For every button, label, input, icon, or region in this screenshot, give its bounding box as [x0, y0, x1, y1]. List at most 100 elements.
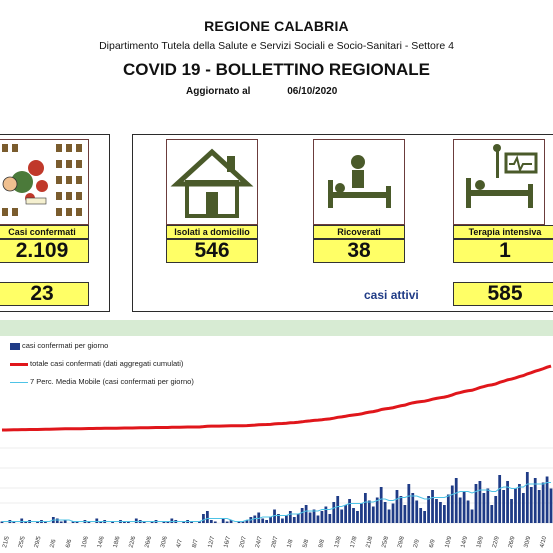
daily-cases-bar — [59, 521, 63, 523]
icu-value: 1 — [453, 239, 553, 263]
daily-cases-bar — [510, 499, 513, 523]
daily-cases-bar — [36, 521, 39, 523]
x-tick-label: 25/5 — [18, 535, 27, 548]
daily-cases-bar — [411, 493, 415, 523]
x-tick-label: 20/7 — [239, 535, 248, 548]
confirmed-icon-box — [0, 139, 89, 225]
daily-cases-bar — [284, 515, 288, 523]
daily-cases-bar — [0, 521, 4, 523]
daily-cases-bar — [75, 521, 79, 523]
daily-cases-bar — [506, 481, 509, 523]
x-tick-label: 26/9 — [508, 535, 517, 548]
daily-cases-bar — [415, 500, 419, 523]
house-icon — [170, 148, 254, 218]
daily-cases-bar — [431, 490, 434, 523]
daily-cases-bar — [439, 502, 442, 523]
status-panel: Isolati a domicilio 546 Ricoverati 38 Te… — [132, 134, 553, 312]
confirmed-value: 2.109 — [0, 239, 89, 263]
updated-label: Aggiornato al — [186, 86, 251, 97]
x-tick-label: 18/6 — [113, 535, 122, 548]
daily-cases-bar — [470, 509, 474, 523]
daily-cases-bar — [190, 521, 193, 523]
daily-cases-bar — [20, 518, 24, 523]
daily-cases-bar — [336, 496, 340, 523]
x-tick-label: 12/7 — [208, 535, 217, 548]
daily-cases-bar — [111, 521, 114, 523]
x-tick-label: 14/6 — [97, 535, 106, 548]
daily-cases-bar — [12, 521, 16, 523]
daily-cases-bar — [123, 521, 126, 523]
x-tick-label: 13/8 — [334, 535, 343, 548]
bulletin-header: REGIONE CALABRIA Dipartimento Tutela del… — [0, 0, 553, 106]
daily-cases-bar — [324, 506, 328, 523]
daily-cases-bar — [205, 511, 209, 523]
daily-cases-bar — [308, 512, 312, 523]
updated-date: 06/10/2020 — [287, 86, 338, 97]
daily-cases-bar — [166, 521, 170, 523]
daily-cases-bar — [292, 517, 296, 523]
separator-band — [0, 320, 553, 336]
daily-cases-bar — [134, 518, 138, 523]
daily-cases-bar — [375, 497, 379, 523]
daily-cases-bar — [537, 490, 541, 523]
home-icon-box — [166, 139, 258, 225]
daily-cases-bar — [261, 518, 265, 523]
x-tick-label: 10/6 — [81, 535, 90, 548]
daily-cases-bar — [399, 496, 403, 523]
x-tick-label: 17/8 — [350, 535, 359, 548]
bulletin-title: COVID 19 - BOLLETTINO REGIONALE — [123, 60, 430, 79]
daily-cases-bar — [95, 518, 99, 523]
x-tick-label: 4/10 — [539, 535, 548, 548]
daily-cases-bar — [296, 514, 300, 523]
x-tick-label: 26/6 — [144, 535, 153, 548]
daily-cases-bar — [265, 520, 269, 523]
daily-cases-bar — [225, 521, 229, 523]
confirmed-new-value: 23 — [0, 282, 89, 306]
legend-swatch-moving-average — [10, 381, 28, 383]
x-tick-label: 6/9 — [429, 538, 437, 548]
daily-cases-bar — [162, 521, 166, 523]
daily-cases-bar — [521, 493, 525, 523]
daily-cases-bar — [44, 521, 47, 523]
daily-cases-bar — [442, 505, 446, 523]
legend-label-cumulative: totale casi confermati (dati aggregati c… — [30, 359, 184, 368]
daily-cases-bar — [241, 521, 245, 523]
daily-cases-bar — [466, 500, 470, 523]
icu-label: Terapia intensiva — [453, 225, 553, 239]
icu-bed-icon — [466, 144, 538, 208]
cumulative-line — [1, 364, 552, 432]
hospital-icon-box — [313, 139, 405, 225]
legend-item-cumulative: totale casi confermati (dati aggregati c… — [10, 358, 183, 370]
daily-cases-bars — [0, 472, 553, 523]
x-tick-label: 22/6 — [129, 535, 138, 548]
daily-cases-bar — [63, 520, 67, 523]
x-tick-label: 16/7 — [223, 535, 232, 548]
department-name: Dipartimento Tutela della Salute e Servi… — [99, 40, 454, 52]
daily-cases-bar — [371, 506, 375, 523]
daily-cases-bar — [352, 508, 355, 523]
home-label: Isolati a domicilio — [166, 225, 258, 239]
x-tick-label: 30/6 — [160, 535, 169, 548]
daily-cases-bar — [360, 503, 363, 523]
daily-cases-bar — [529, 487, 533, 523]
daily-cases-bar — [202, 514, 205, 523]
x-tick-label: 22/9 — [492, 535, 501, 548]
x-tick-label: 24/7 — [255, 535, 264, 548]
daily-cases-bar — [221, 518, 225, 523]
x-tick-label: 29/5 — [34, 535, 43, 548]
confirmed-label: Casi confermati — [0, 225, 89, 239]
daily-cases-bar — [257, 512, 261, 523]
daily-cases-bar — [391, 503, 395, 523]
daily-cases-bar — [458, 497, 462, 523]
legend-item-daily: casi confermati per giorno — [10, 340, 108, 352]
daily-cases-bar — [170, 518, 174, 523]
legend-swatch-daily — [10, 342, 20, 350]
daily-cases-bar — [245, 520, 249, 523]
daily-cases-bar — [99, 521, 103, 523]
daily-cases-bar — [229, 520, 233, 523]
daily-cases-bar — [126, 521, 130, 523]
daily-cases-bar — [209, 520, 213, 523]
hospital-label: Ricoverati — [313, 225, 405, 239]
active-cases-value: 585 — [453, 282, 553, 306]
x-tick-label: 18/9 — [476, 535, 485, 548]
